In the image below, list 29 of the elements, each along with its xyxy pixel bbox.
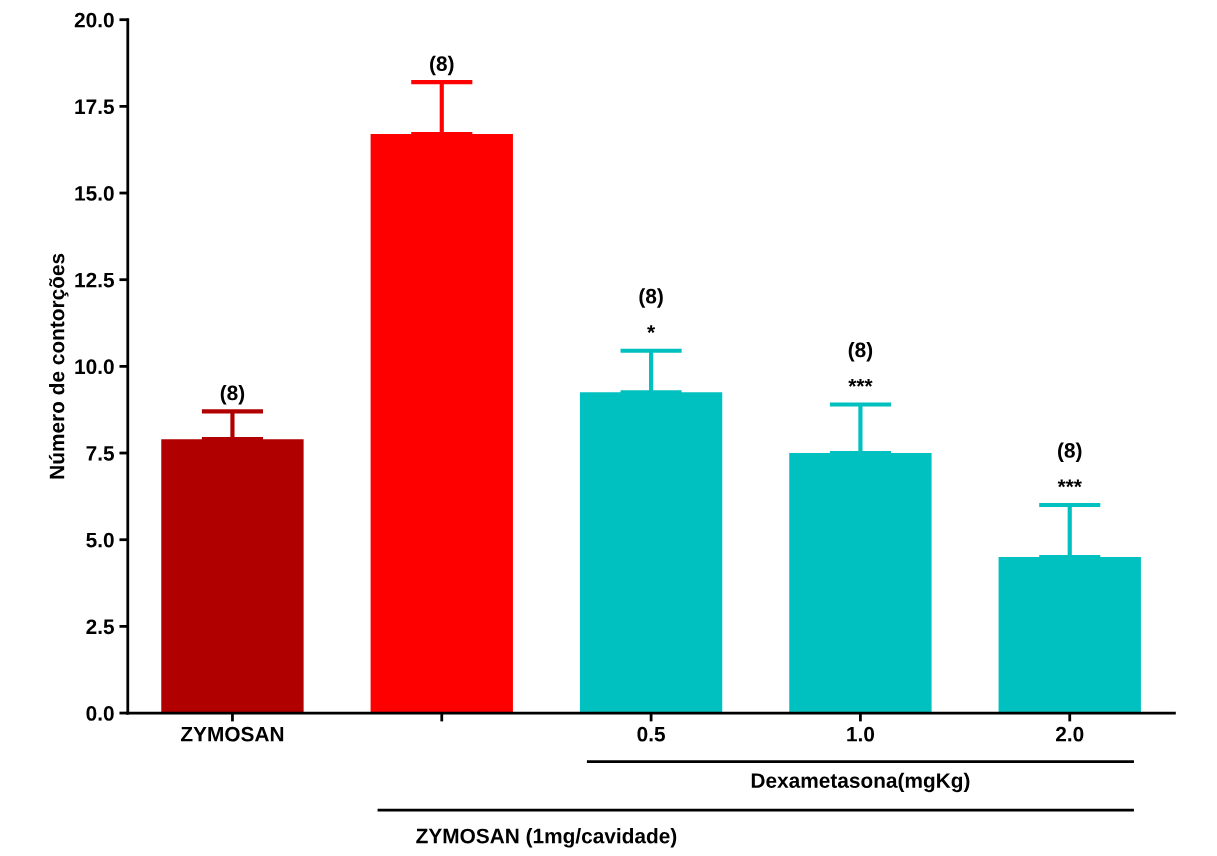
text: ZYMOSAN (1mg/cavidade): [416, 828, 677, 848]
y-tick-label: 20.0: [74, 12, 114, 28]
y-tick-label: 5.0: [86, 532, 114, 548]
y-tick-label: 7.5: [86, 446, 115, 461]
bar: [998, 557, 1141, 714]
annotation: *: [647, 325, 656, 333]
x-tick-label: 2.0: [1055, 726, 1084, 742]
bar: [161, 439, 304, 714]
text: Dexametasona(mgKg): [751, 772, 970, 793]
y-tick-label: 2.5: [86, 619, 115, 635]
annotation: ***: [848, 378, 873, 387]
bar: [370, 134, 513, 714]
bar: [789, 453, 932, 714]
annotation: ***: [1057, 479, 1082, 488]
y-axis-title: Número de contorções: [48, 253, 69, 479]
x-tick-label: 1.0: [847, 726, 875, 742]
y-tick-label: 12.5: [75, 272, 115, 288]
annotation: (8): [848, 342, 873, 362]
annotation: (8): [430, 55, 454, 76]
y-tick-label: 15.0: [75, 186, 114, 201]
annotation: (8): [639, 288, 663, 308]
y-tick-label: 10.0: [75, 359, 114, 375]
annotation: (8): [220, 385, 245, 405]
bar: [579, 392, 723, 714]
annotation: (8): [1058, 442, 1082, 462]
x-tick-label: ZYMOSAN: [180, 726, 284, 742]
y-tick-label: 0.0: [86, 706, 114, 721]
y-tick-label: 17.5: [75, 99, 115, 115]
x-tick-label: 0.5: [637, 726, 665, 742]
